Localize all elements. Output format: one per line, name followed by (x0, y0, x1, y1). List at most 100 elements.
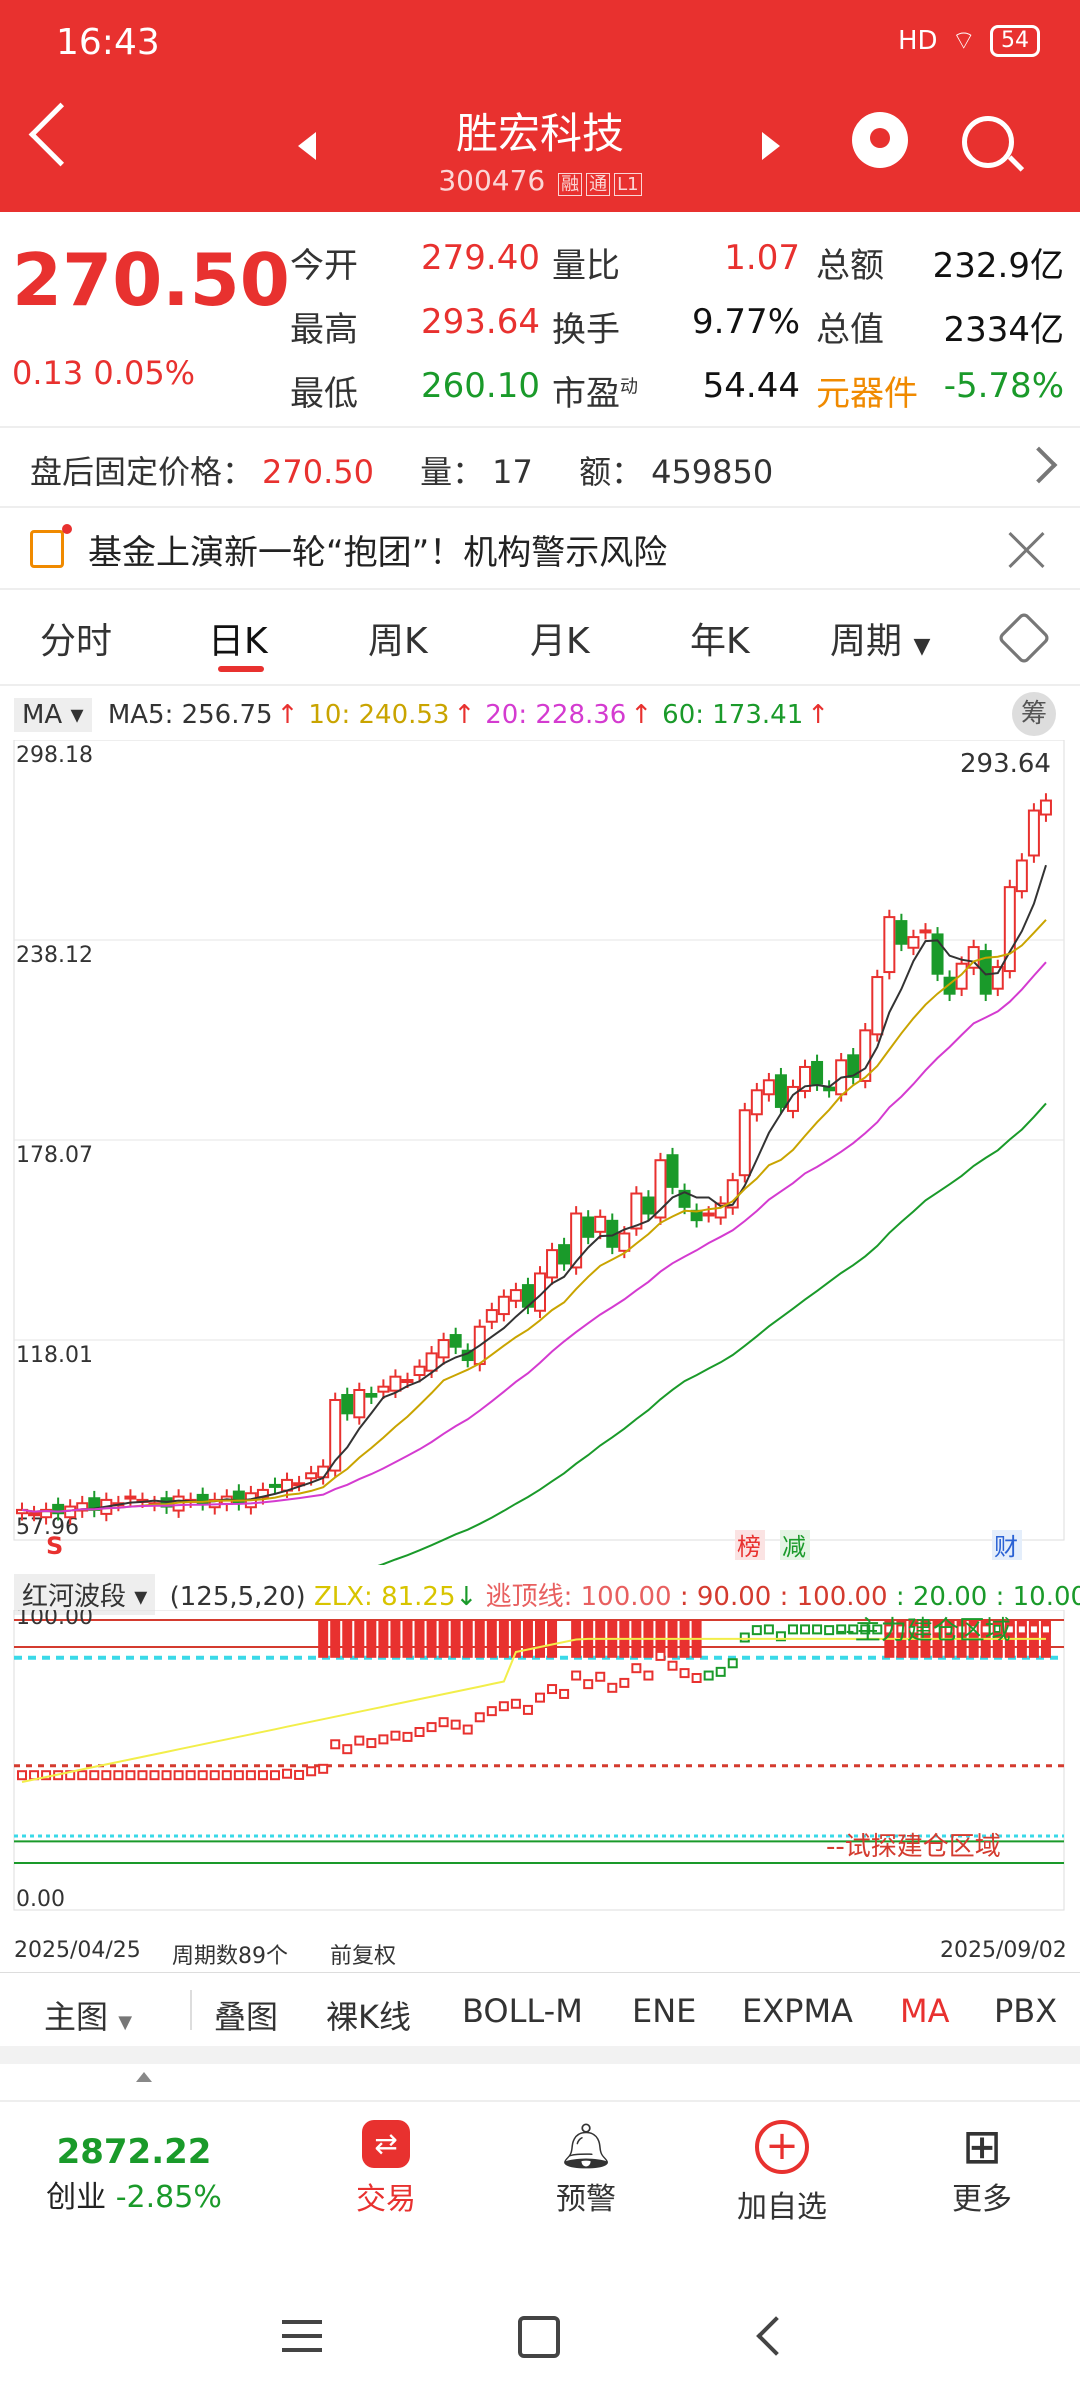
indicator-tab-ene[interactable]: ENE (632, 1992, 697, 2030)
tag-tong: 通 (586, 173, 611, 196)
candle-body (630, 1192, 643, 1230)
indicator-tab-overlay[interactable]: 叠图 (214, 1998, 279, 2036)
change-pct: 0.05% (93, 354, 196, 392)
badge-cai (992, 1530, 1022, 1560)
indicator-tab-ma[interactable]: MA (900, 1992, 950, 2030)
candle-body (678, 1189, 691, 1208)
candle-body (1039, 799, 1052, 816)
ma-selector[interactable]: MA ▾ (14, 698, 92, 732)
index-change: -2.85% (115, 2180, 222, 2215)
ma-selector-label: MA (22, 700, 63, 730)
band-bar (318, 1620, 329, 1658)
candle-body (1027, 809, 1040, 857)
menu-icon[interactable] (282, 2320, 322, 2352)
indicator-box (836, 1624, 847, 1635)
indicator-box (462, 1724, 473, 1735)
candle-body (28, 1512, 41, 1517)
indicator-box (414, 1727, 425, 1737)
candle-body (1015, 859, 1028, 893)
news-icon (30, 530, 64, 568)
indicator-box (956, 1624, 967, 1635)
candle-body (799, 1065, 812, 1092)
kline-chart[interactable]: 298.18 238.12 178.07 118.01 57.96 293.64 榜减 财 S (0, 740, 1080, 1565)
y-tick-label: 178.07 (16, 1143, 93, 1168)
tab-yearly-k[interactable]: 年K (690, 621, 750, 662)
mascot-icon[interactable] (852, 112, 908, 168)
indicator-top-label: 100.00 (16, 1610, 93, 1630)
prev-stock-button[interactable] (298, 132, 316, 160)
indicator-box (800, 1624, 811, 1635)
nav-more-label: 更多 (952, 2182, 1012, 2217)
unread-dot (62, 524, 72, 534)
indicator-box (1028, 1624, 1039, 1635)
news-headline[interactable]: 基金上演新一轮“抱团”！机构警示风险 (88, 533, 668, 573)
candle-body (654, 1159, 667, 1219)
candle-body (594, 1215, 607, 1233)
indicator-v100: : 100.00 (779, 1582, 888, 1612)
ma-legend-item: 10: 240.53 (308, 700, 450, 730)
indicator-box (318, 1763, 329, 1774)
nav-trade[interactable]: ⇄ 交易 (326, 2120, 446, 2218)
indicator-box (679, 1668, 690, 1679)
bell-icon: 🔔︎ (558, 2121, 614, 2172)
tab-daily-k[interactable]: 日K (208, 621, 268, 662)
ma-legend-item: 20: 228.36 (485, 700, 627, 730)
app-header: 16:43 HD ⌔ 54 胜宏科技 300476 融通 L1 (0, 0, 1080, 212)
indicator-params: (125,5,20) (169, 1582, 306, 1612)
band-bar (535, 1620, 545, 1658)
quote-value: 1.07 (724, 238, 800, 278)
indicator-box (221, 1770, 232, 1781)
band-bar (402, 1620, 413, 1658)
indicator-tab-naked-k[interactable]: 裸K线 (326, 1998, 411, 2036)
section-gap (0, 2046, 1080, 2064)
indicator-tab-main[interactable]: 主图 ▼ (44, 1992, 132, 2038)
after-hours-vol-label: 量： (420, 453, 485, 491)
tab-fenshi[interactable]: 分时 (40, 621, 113, 662)
expand-arrow-icon[interactable] (136, 2072, 152, 2082)
band-bar (366, 1620, 377, 1658)
back-nav-icon[interactable] (756, 2316, 796, 2356)
candle-body (268, 1483, 281, 1488)
indicator-box (113, 1770, 124, 1781)
chevron-right-icon[interactable] (1020, 446, 1058, 484)
nav-alert[interactable]: 🔔︎ 预警 (526, 2120, 646, 2218)
tab-monthly-k[interactable]: 月K (530, 621, 590, 662)
candle-body (714, 1202, 727, 1219)
search-icon[interactable] (962, 116, 1014, 168)
indicator-selector[interactable]: 红河波段 ▾ (14, 1574, 156, 1615)
tab-period[interactable]: 周期 ▼ (830, 612, 930, 664)
index-ticker[interactable]: 2872.22 创业 -2.85% (34, 2132, 234, 2216)
home-icon[interactable] (518, 2316, 560, 2358)
nav-more[interactable]: ⊞ 更多 (922, 2120, 1042, 2218)
band-bar (354, 1620, 365, 1658)
indicator-tab-boll[interactable]: BOLL-M (462, 1992, 583, 2030)
indicator-box (739, 1632, 750, 1643)
tab-weekly-k[interactable]: 周K (368, 621, 428, 662)
after-hours-row[interactable]: 盘后固定价格： 270.50 量： 17 额： 459850 (30, 447, 781, 493)
next-stock-button[interactable] (762, 132, 780, 160)
settings-hex-icon[interactable] (996, 610, 1052, 666)
after-hours-amt: 459850 (651, 453, 774, 491)
quote-value: 54.44 (702, 366, 800, 406)
after-hours-vol: 17 (492, 453, 533, 491)
indicator-chart[interactable]: 100.00 0.00 --主力建仓区域 --试探建仓区域 (0, 1610, 1080, 1935)
close-icon[interactable] (1008, 530, 1046, 568)
indicator-box (125, 1770, 136, 1781)
annotation-jian: 减 (782, 1533, 806, 1561)
indicator-escape: 逃顶线: 100.00 (485, 1582, 672, 1612)
indicator-tab-pbx[interactable]: PBX (994, 1992, 1058, 2030)
band-bar (378, 1620, 389, 1658)
indicator-box (1004, 1624, 1015, 1635)
back-button[interactable] (28, 102, 93, 167)
chip-distribution-button[interactable]: 筹 (1012, 692, 1056, 736)
candle-body (642, 1196, 655, 1215)
y-tick-label: 238.12 (16, 943, 93, 968)
stock-code-text: 300476 (438, 164, 546, 197)
candle-body (738, 1109, 751, 1177)
quote-value: 279.40 (421, 238, 540, 278)
adjust-mode[interactable]: 前复权 (330, 1944, 397, 1969)
indicator-tab-expma[interactable]: EXPMA (742, 1992, 853, 2030)
indicator-frame (13, 1610, 1065, 1911)
ma-legend-item: 60: 173.41 (662, 700, 804, 730)
nav-add-watchlist[interactable]: + 加自选 (722, 2120, 842, 2226)
